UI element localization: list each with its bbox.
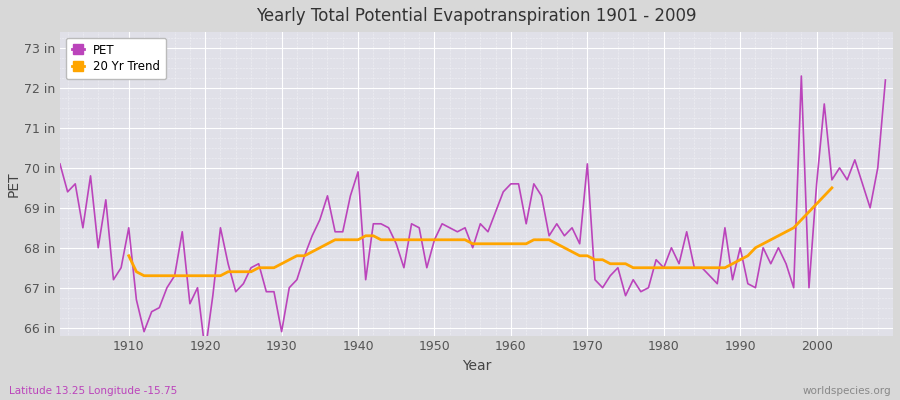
- Title: Yearly Total Potential Evapotranspiration 1901 - 2009: Yearly Total Potential Evapotranspiratio…: [256, 7, 697, 25]
- Text: worldspecies.org: worldspecies.org: [803, 386, 891, 396]
- Y-axis label: PET: PET: [7, 171, 21, 197]
- Legend: PET, 20 Yr Trend: PET, 20 Yr Trend: [66, 38, 166, 79]
- X-axis label: Year: Year: [462, 359, 491, 373]
- Text: Latitude 13.25 Longitude -15.75: Latitude 13.25 Longitude -15.75: [9, 386, 177, 396]
